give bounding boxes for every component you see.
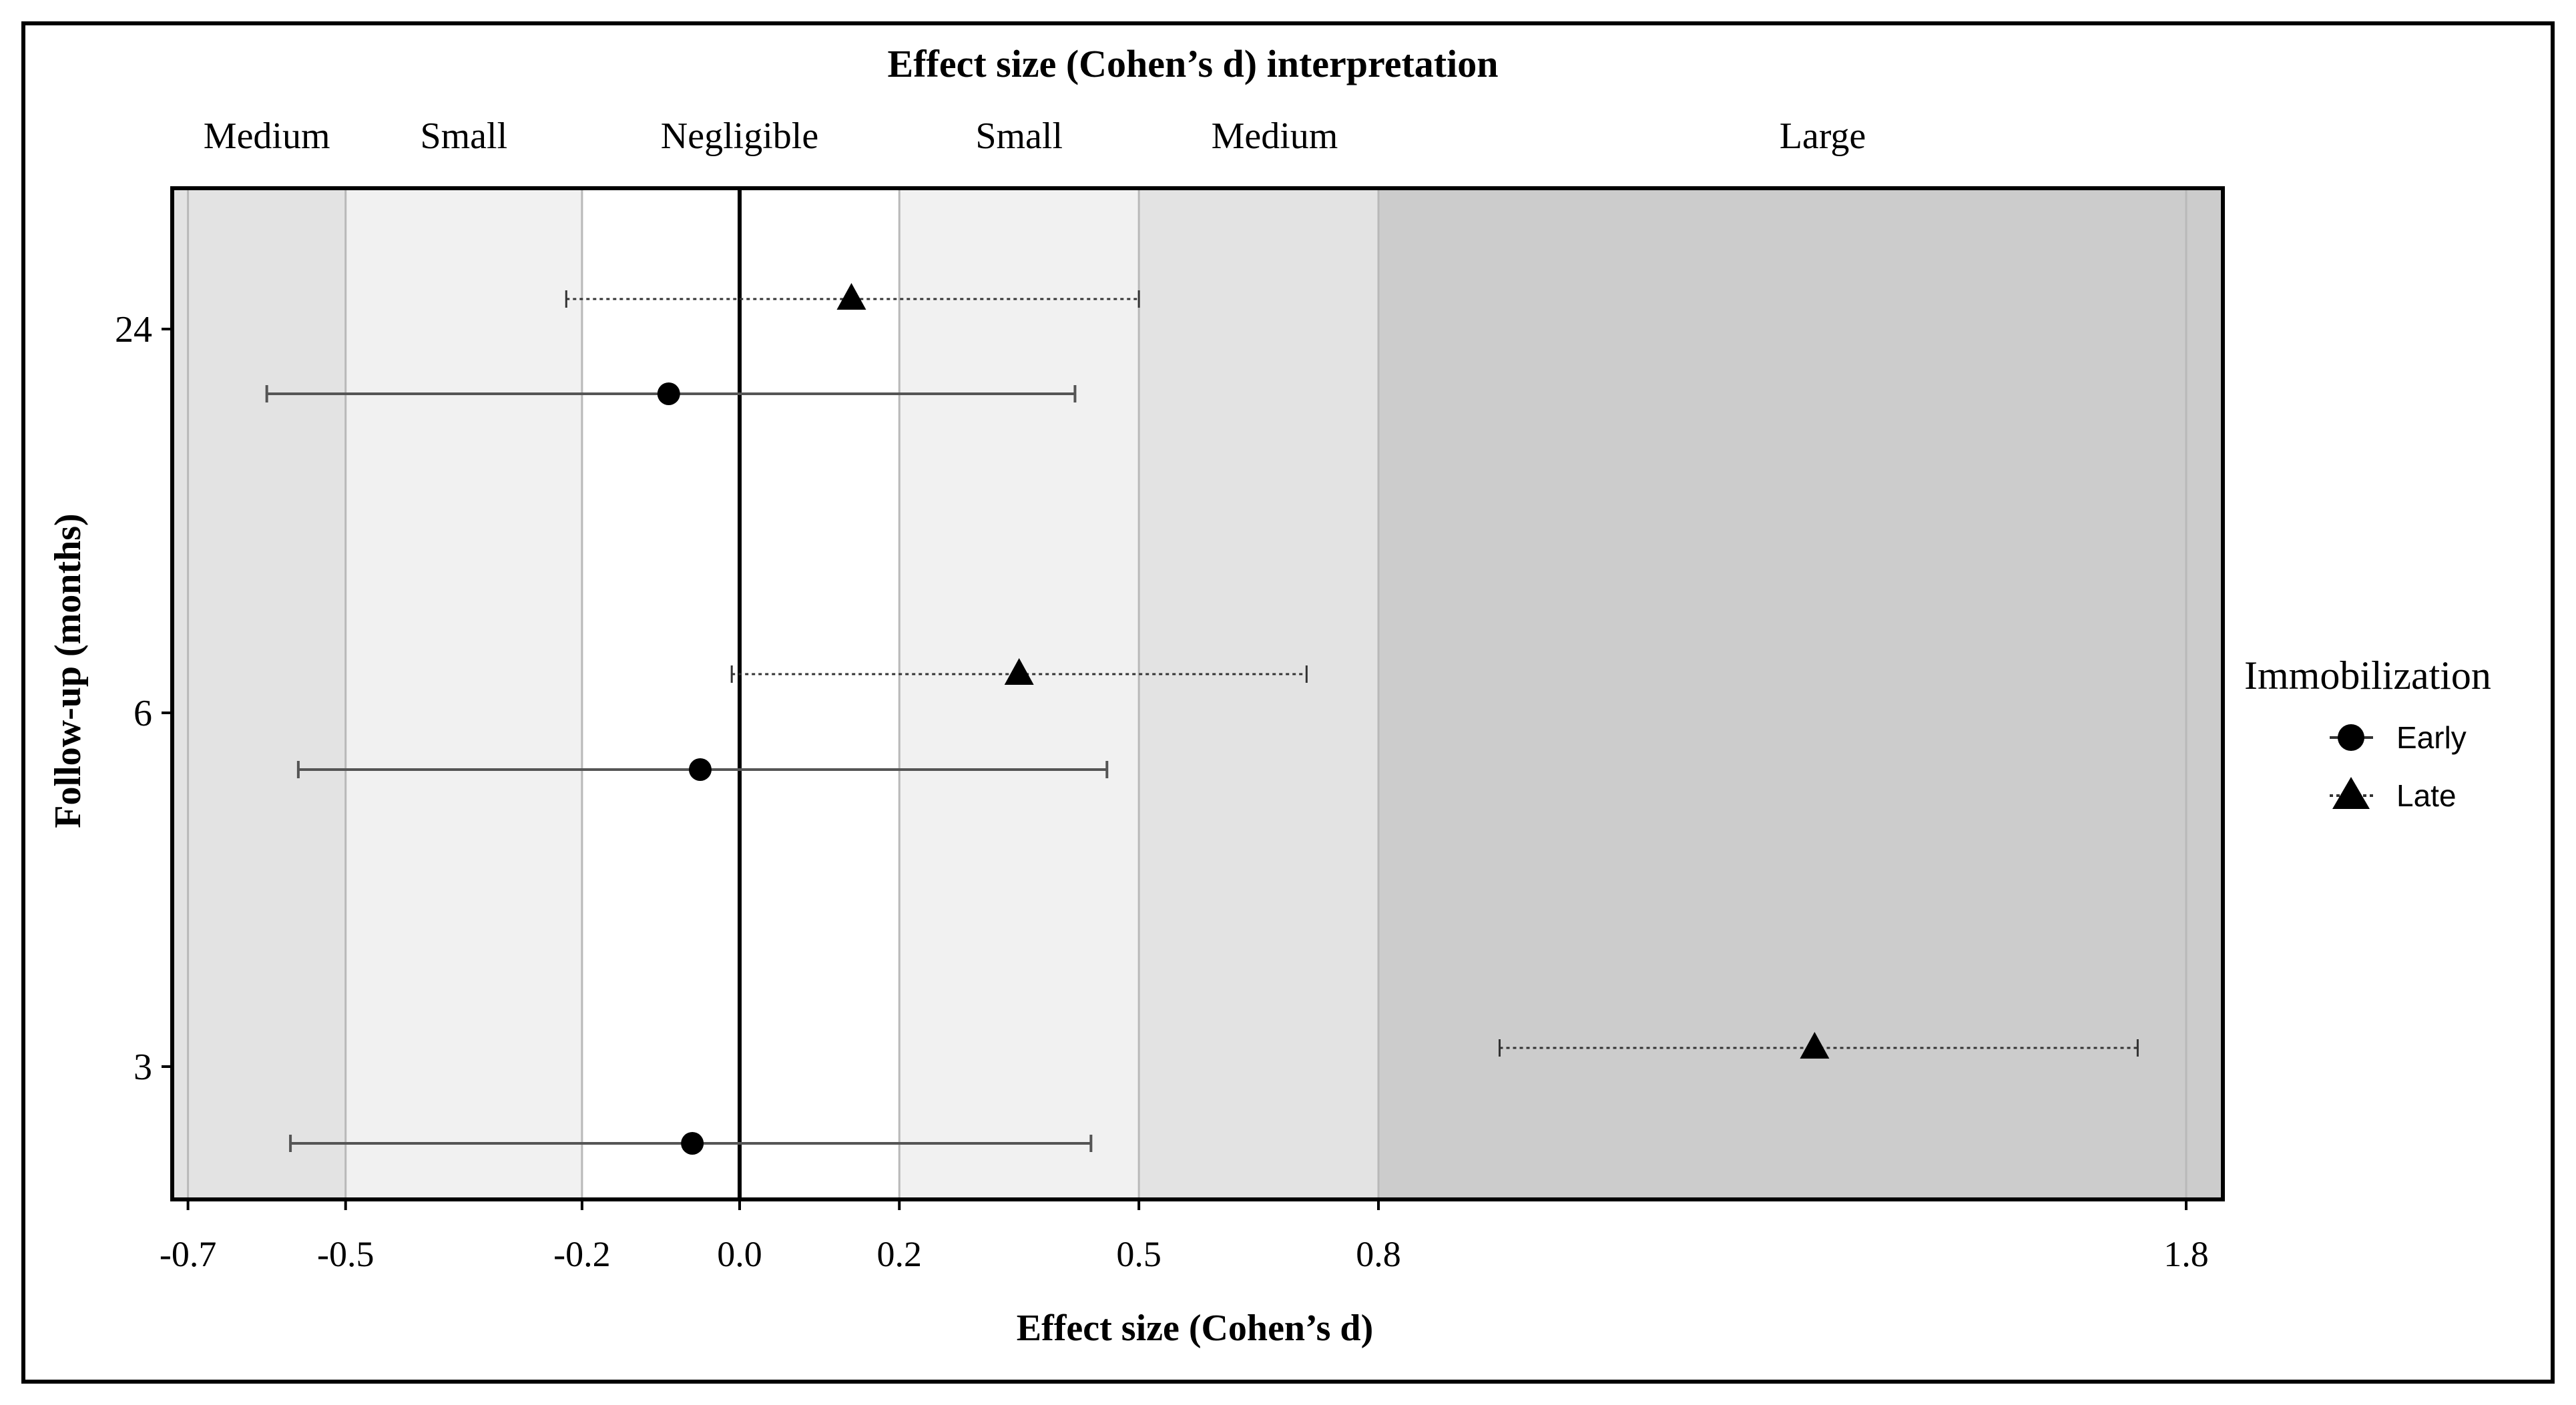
band-label-2: Negligible: [661, 115, 818, 157]
x-axis: -0.7 -0.5 -0.2 0.0 0.2 0.5 0.8 1.8: [160, 1199, 2209, 1274]
legend-early-label: Early: [2396, 720, 2467, 755]
early-6-estimate-marker: [688, 758, 712, 781]
point-estimates: [657, 283, 1830, 1155]
band-label-4: Medium: [1212, 115, 1338, 157]
y-axis: 24 6 3: [115, 309, 172, 1088]
x-tick-label-6: 0.8: [1356, 1234, 1401, 1274]
x-tick-label-3: 0.0: [717, 1234, 762, 1274]
legend-items: Early Late: [2330, 720, 2467, 813]
band-labels: Medium Small Negligible Small Medium Large: [204, 115, 1866, 157]
band-5: [1378, 188, 2223, 1199]
band-label-1: Small: [420, 115, 507, 157]
band-1: [345, 188, 582, 1199]
gridlines: [187, 188, 2187, 1199]
legend-late-triangle-icon: [2332, 777, 2370, 809]
early-3-estimate-marker: [681, 1132, 704, 1155]
late-24-estimate-marker: [836, 283, 866, 310]
y-tick-label-6: 6: [134, 693, 152, 734]
x-tick-label-5: 0.5: [1116, 1234, 1162, 1274]
interpretation-title: Effect size (Cohen’s d) interpretation: [888, 42, 1499, 85]
x-tick-label-7: 1.8: [2163, 1234, 2209, 1274]
legend: Immobilization Early Late: [2244, 653, 2491, 813]
legend-early-circle-icon: [2338, 724, 2364, 751]
y-axis-label: Follow-up (months): [47, 513, 89, 828]
late-6-estimate-marker: [1004, 658, 1034, 685]
x-tick-label-0: -0.7: [160, 1234, 216, 1274]
plot-border: [170, 186, 2225, 1201]
band-3: [899, 188, 1139, 1199]
x-tick-label-4: 0.2: [877, 1234, 923, 1274]
y-tick-label-24: 24: [115, 309, 152, 350]
x-tick-label-1: -0.5: [317, 1234, 374, 1274]
band-label-0: Medium: [204, 115, 330, 157]
early-24-estimate-marker: [657, 382, 680, 405]
band-0: [172, 188, 346, 1199]
late-3-estimate-marker: [1800, 1032, 1830, 1059]
band-label-3: Small: [975, 115, 1063, 157]
legend-late-label: Late: [2396, 778, 2457, 813]
y-tick-label-3: 3: [134, 1047, 152, 1088]
x-tick-label-2: -0.2: [553, 1234, 610, 1274]
band-label-5: Large: [1780, 115, 1866, 157]
x-axis-label: Effect size (Cohen’s d): [1017, 1308, 1373, 1349]
legend-title: Immobilization: [2244, 653, 2491, 697]
band-4: [1139, 188, 1378, 1199]
